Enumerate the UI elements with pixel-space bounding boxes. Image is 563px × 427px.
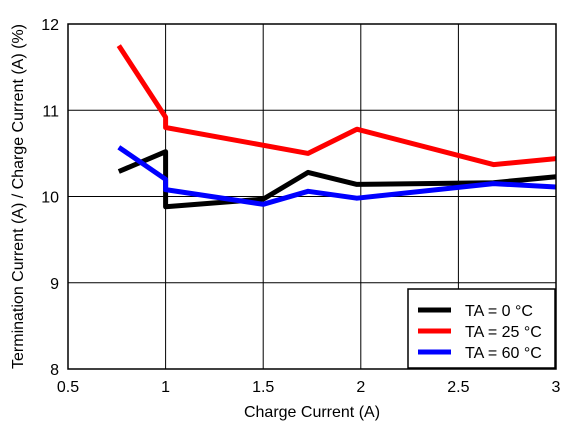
y-tick-label: 12 bbox=[41, 17, 59, 34]
x-tick-label: 1 bbox=[161, 379, 170, 396]
y-tick-label: 10 bbox=[41, 190, 59, 207]
x-tick-label: 2 bbox=[356, 379, 365, 396]
y-tick-label: 9 bbox=[50, 276, 59, 293]
x-axis-ticks: 0.5 1 1.5 2 2.5 3 bbox=[57, 379, 561, 396]
x-tick-label: 0.5 bbox=[57, 379, 79, 396]
series-lines bbox=[116, 44, 557, 210]
legend: TA = 0 °C TA = 25 °C TA = 60 °C bbox=[407, 288, 556, 369]
grid-lines bbox=[68, 24, 556, 369]
y-tick-label: 11 bbox=[42, 103, 59, 120]
legend-label-1: TA = 0 °C bbox=[465, 303, 533, 320]
y-tick-label: 8 bbox=[50, 362, 59, 379]
series-line-1 bbox=[117, 149, 557, 210]
series-line-3 bbox=[117, 145, 557, 207]
x-tick-label: 3 bbox=[552, 379, 561, 396]
legend-label-3: TA = 60 °C bbox=[465, 345, 542, 362]
series-line-2 bbox=[116, 44, 557, 168]
y-axis-title: Termination Current (A) / Charge Current… bbox=[10, 24, 27, 369]
y-axis-ticks: 8 9 10 11 12 bbox=[41, 17, 59, 379]
legend-label-2: TA = 25 °C bbox=[465, 324, 542, 341]
x-tick-label: 1.5 bbox=[252, 379, 274, 396]
x-tick-label: 2.5 bbox=[447, 379, 469, 396]
x-axis-title: Charge Current (A) bbox=[244, 404, 380, 421]
plot-area-frame bbox=[67, 23, 557, 370]
